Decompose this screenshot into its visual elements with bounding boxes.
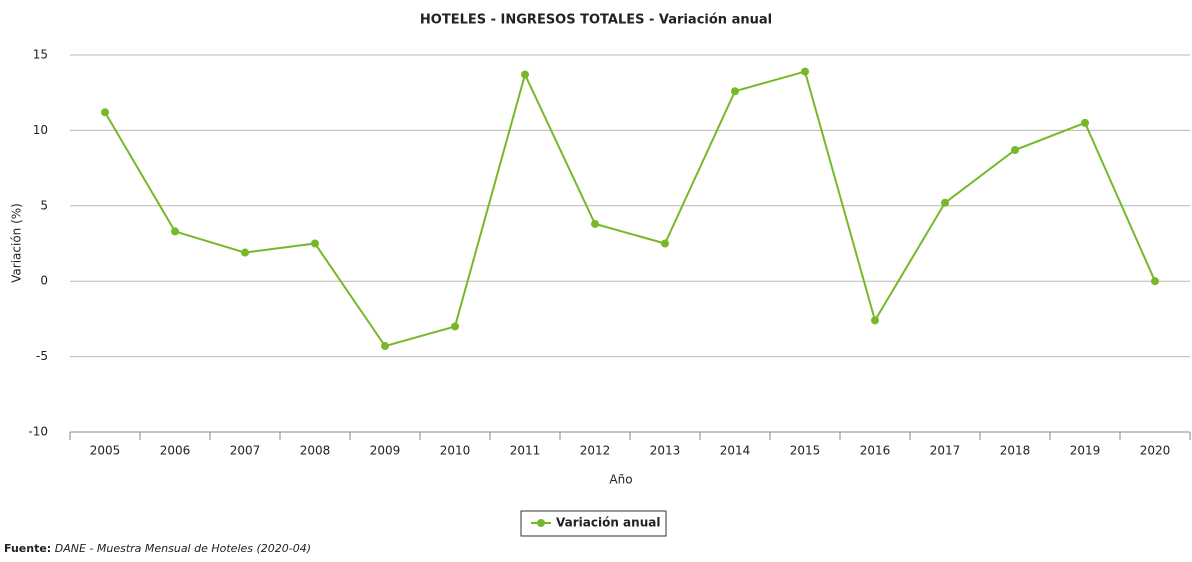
x-axis-label: Año — [609, 473, 632, 487]
x-tick-label: 2011 — [510, 444, 541, 458]
y-tick-label: 15 — [33, 48, 48, 62]
data-point — [101, 108, 109, 117]
x-tick-label: 2020 — [1140, 444, 1171, 458]
data-point — [591, 219, 599, 228]
source-label: Fuente: — [4, 542, 51, 555]
source: Fuente: DANE - Muestra Mensual de Hotele… — [4, 542, 311, 555]
x-tick-label: 2007 — [230, 444, 261, 458]
data-point — [381, 342, 389, 351]
y-tick-label: 10 — [33, 123, 48, 137]
legend-label: Variación anual — [556, 516, 660, 530]
data-point — [521, 70, 529, 79]
y-tick-label: -5 — [36, 349, 48, 363]
data-point — [941, 198, 949, 207]
x-tick-label: 2017 — [930, 444, 961, 458]
data-point — [801, 67, 809, 76]
data-point — [451, 322, 459, 331]
data-point — [311, 239, 319, 248]
data-line — [104, 70, 1156, 348]
x-tick-label: 2005 — [90, 444, 121, 458]
y-tick-label: -10 — [28, 425, 48, 439]
y-tick-label: 5 — [40, 198, 48, 212]
data-point — [1081, 118, 1089, 127]
data-point — [871, 316, 879, 325]
data-point — [241, 248, 249, 257]
x-tick-label: 2010 — [440, 444, 471, 458]
data-point — [731, 87, 739, 96]
x-tick-label: 2009 — [370, 444, 401, 458]
chart-title: HOTELES - INGRESOS TOTALES - Variación a… — [420, 13, 772, 28]
y-tick-label: 0 — [40, 274, 48, 288]
x-tick-label: 2019 — [1070, 444, 1101, 458]
x-tick-label: 2013 — [650, 444, 681, 458]
x-tick-label: 2018 — [1000, 444, 1031, 458]
data-point — [1151, 277, 1159, 286]
x-tick-label: 2006 — [160, 444, 191, 458]
x-tick-label: 2016 — [860, 444, 891, 458]
x-tick-label: 2008 — [300, 444, 331, 458]
data-point — [1011, 146, 1019, 155]
y-axis-label: Variación (%) — [10, 203, 24, 283]
x-tick-label: 2015 — [790, 444, 821, 458]
x-tick-label: 2014 — [720, 444, 751, 458]
data-point — [661, 239, 669, 248]
source-text: DANE - Muestra Mensual de Hoteles (2020-… — [55, 542, 311, 555]
legend-marker — [537, 519, 545, 527]
data-point — [171, 227, 179, 236]
x-tick-label: 2012 — [580, 444, 611, 458]
